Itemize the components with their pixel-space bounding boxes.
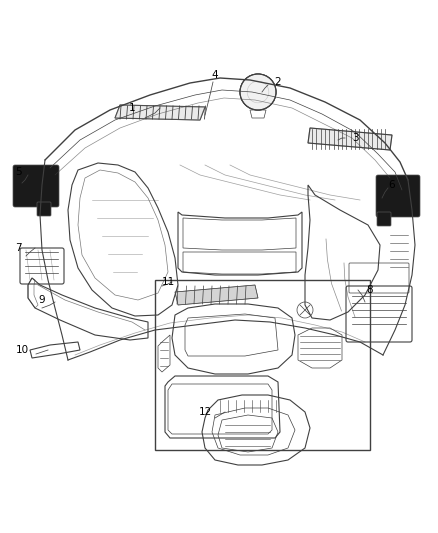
Text: 1: 1 [129,103,135,113]
FancyBboxPatch shape [377,212,391,226]
Text: 2: 2 [275,77,281,87]
Text: 5: 5 [15,167,21,177]
FancyBboxPatch shape [37,202,51,216]
Circle shape [240,74,276,110]
Bar [155,280,370,450]
Text: 12: 12 [198,407,212,417]
Text: 7: 7 [15,243,21,253]
FancyBboxPatch shape [376,175,420,217]
Polygon shape [175,285,258,305]
Polygon shape [308,128,392,150]
Text: 11: 11 [161,277,175,287]
Text: 4: 4 [212,70,218,80]
Text: 9: 9 [39,295,45,305]
Polygon shape [115,105,205,120]
FancyBboxPatch shape [13,165,59,207]
Text: 10: 10 [15,345,28,355]
Text: 3: 3 [352,133,358,143]
Text: 8: 8 [367,285,373,295]
Text: 6: 6 [389,180,396,190]
